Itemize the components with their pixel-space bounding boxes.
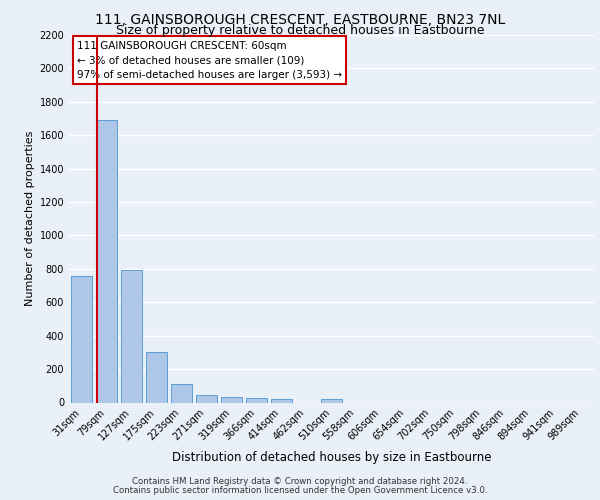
Bar [71,276,92,402]
Text: Size of property relative to detached houses in Eastbourne: Size of property relative to detached ho… [116,24,484,37]
Bar [121,270,142,402]
Text: Contains public sector information licensed under the Open Government Licence v3: Contains public sector information licen… [113,486,487,495]
Bar [171,384,192,402]
X-axis label: Distribution of detached houses by size in Eastbourne: Distribution of detached houses by size … [172,450,491,464]
Bar [271,399,292,402]
Bar [321,399,342,402]
Text: 111, GAINSBOROUGH CRESCENT, EASTBOURNE, BN23 7NL: 111, GAINSBOROUGH CRESCENT, EASTBOURNE, … [95,12,505,26]
Bar [146,352,167,403]
Bar [246,398,267,402]
Text: Contains HM Land Registry data © Crown copyright and database right 2024.: Contains HM Land Registry data © Crown c… [132,477,468,486]
Bar [196,395,217,402]
Text: 111 GAINSBOROUGH CRESCENT: 60sqm
← 3% of detached houses are smaller (109)
97% o: 111 GAINSBOROUGH CRESCENT: 60sqm ← 3% of… [77,40,342,80]
Bar [96,120,117,403]
Y-axis label: Number of detached properties: Number of detached properties [25,131,35,306]
Bar [221,396,242,402]
